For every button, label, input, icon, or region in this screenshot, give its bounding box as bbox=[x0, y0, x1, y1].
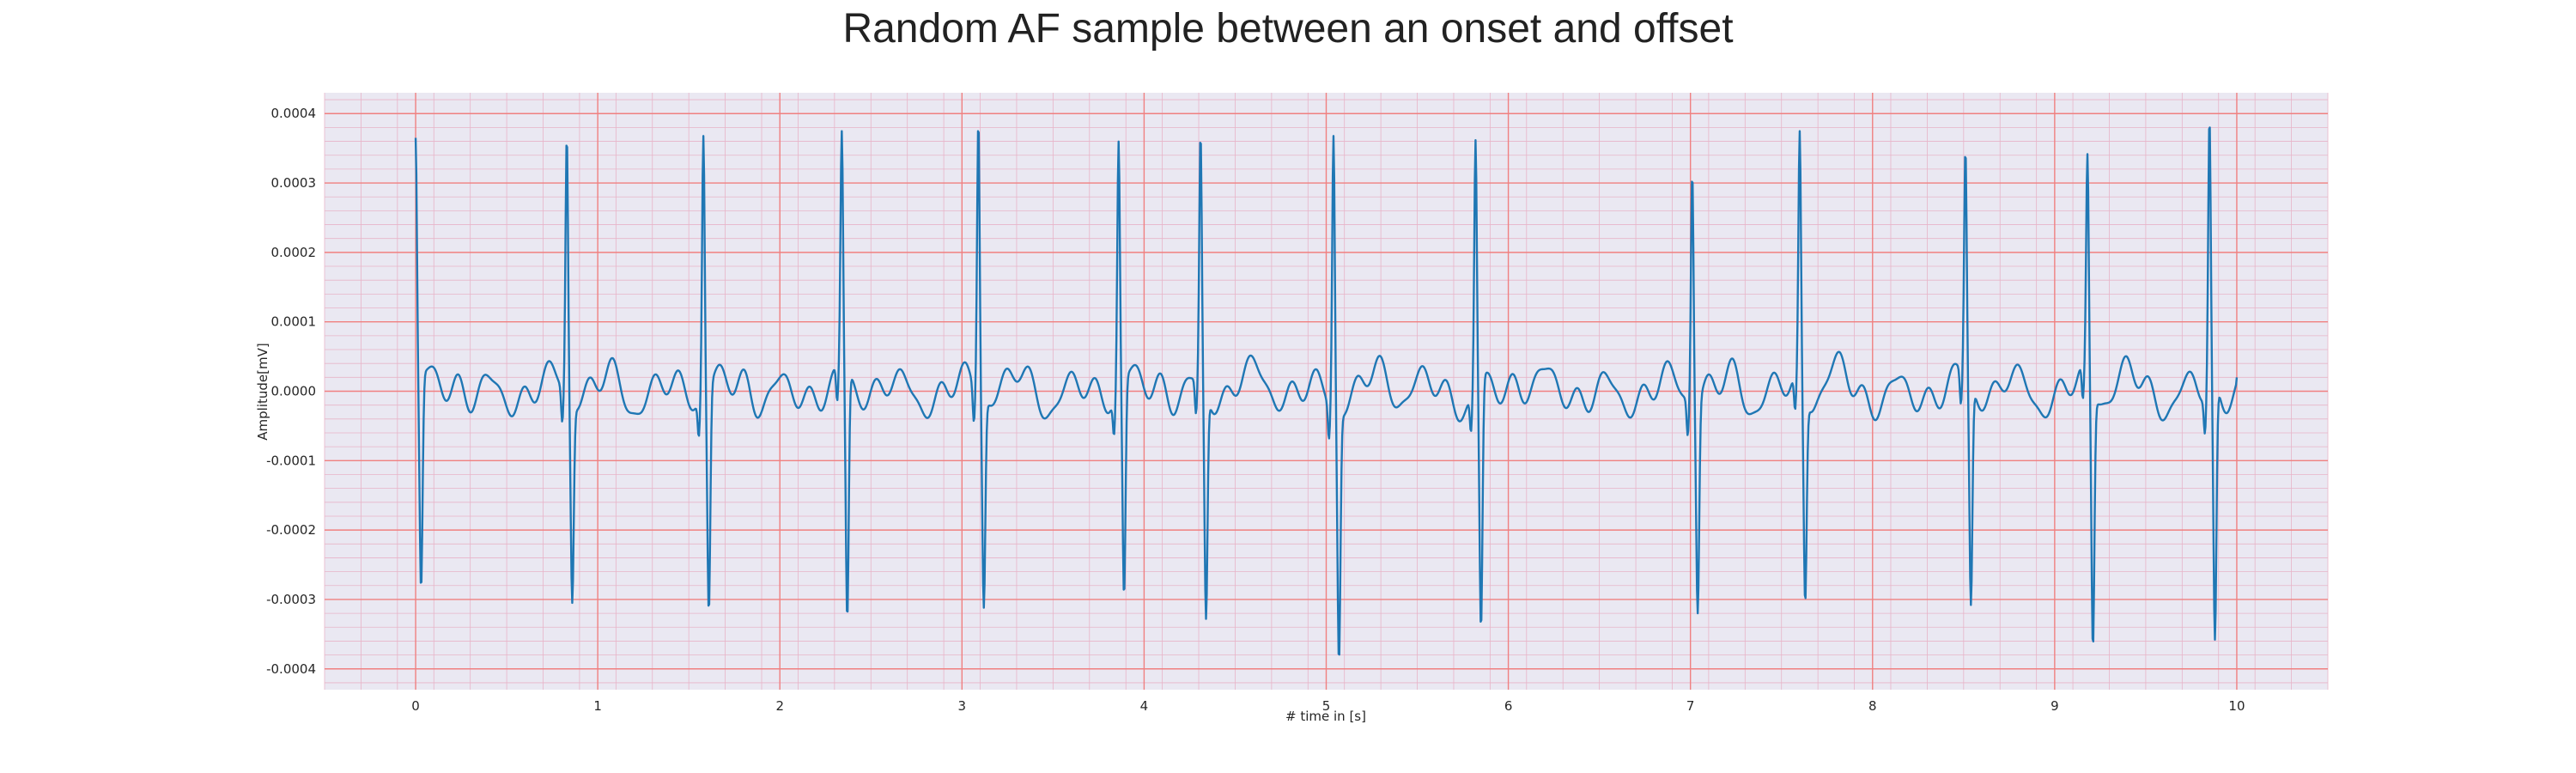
y-tick-label: 0.0001 bbox=[271, 314, 317, 330]
x-tick-label: 3 bbox=[958, 698, 967, 714]
y-tick-label: -0.0001 bbox=[266, 453, 316, 468]
x-tick-label: 9 bbox=[2050, 698, 2059, 714]
y-tick-label: 0.0004 bbox=[271, 106, 317, 121]
x-tick-label: 7 bbox=[1686, 698, 1695, 714]
y-tick-label: 0.0002 bbox=[271, 245, 317, 260]
x-tick-label: 10 bbox=[2228, 698, 2245, 714]
x-tick-label: 5 bbox=[1322, 698, 1331, 714]
x-tick-label: 6 bbox=[1504, 698, 1513, 714]
x-axis-label: # time in [s] bbox=[1285, 709, 1366, 724]
x-tick-label: 8 bbox=[1868, 698, 1877, 714]
y-tick-label: -0.0004 bbox=[266, 661, 316, 677]
y-tick-label: 0.0003 bbox=[271, 175, 317, 191]
x-tick-label: 0 bbox=[411, 698, 420, 714]
y-axis-label: Amplitude[mV] bbox=[255, 343, 270, 440]
x-tick-labels: 0 1 2 3 4 5 6 7 8 9 10 bbox=[411, 698, 2245, 714]
chart-title: Random AF sample between an onset and of… bbox=[842, 6, 1734, 52]
y-tick-label: -0.0002 bbox=[266, 522, 316, 538]
y-tick-labels: -0.0004 -0.0003 -0.0002 -0.0001 0.0000 0.0001… bbox=[266, 106, 316, 677]
y-tick-label: -0.0003 bbox=[266, 592, 316, 607]
ecg-signal-line bbox=[414, 126, 2239, 656]
y-tick-label: 0.0000 bbox=[271, 384, 317, 399]
x-tick-label: 2 bbox=[775, 698, 784, 714]
x-tick-label: 4 bbox=[1140, 698, 1149, 714]
x-tick-label: 1 bbox=[593, 698, 602, 714]
